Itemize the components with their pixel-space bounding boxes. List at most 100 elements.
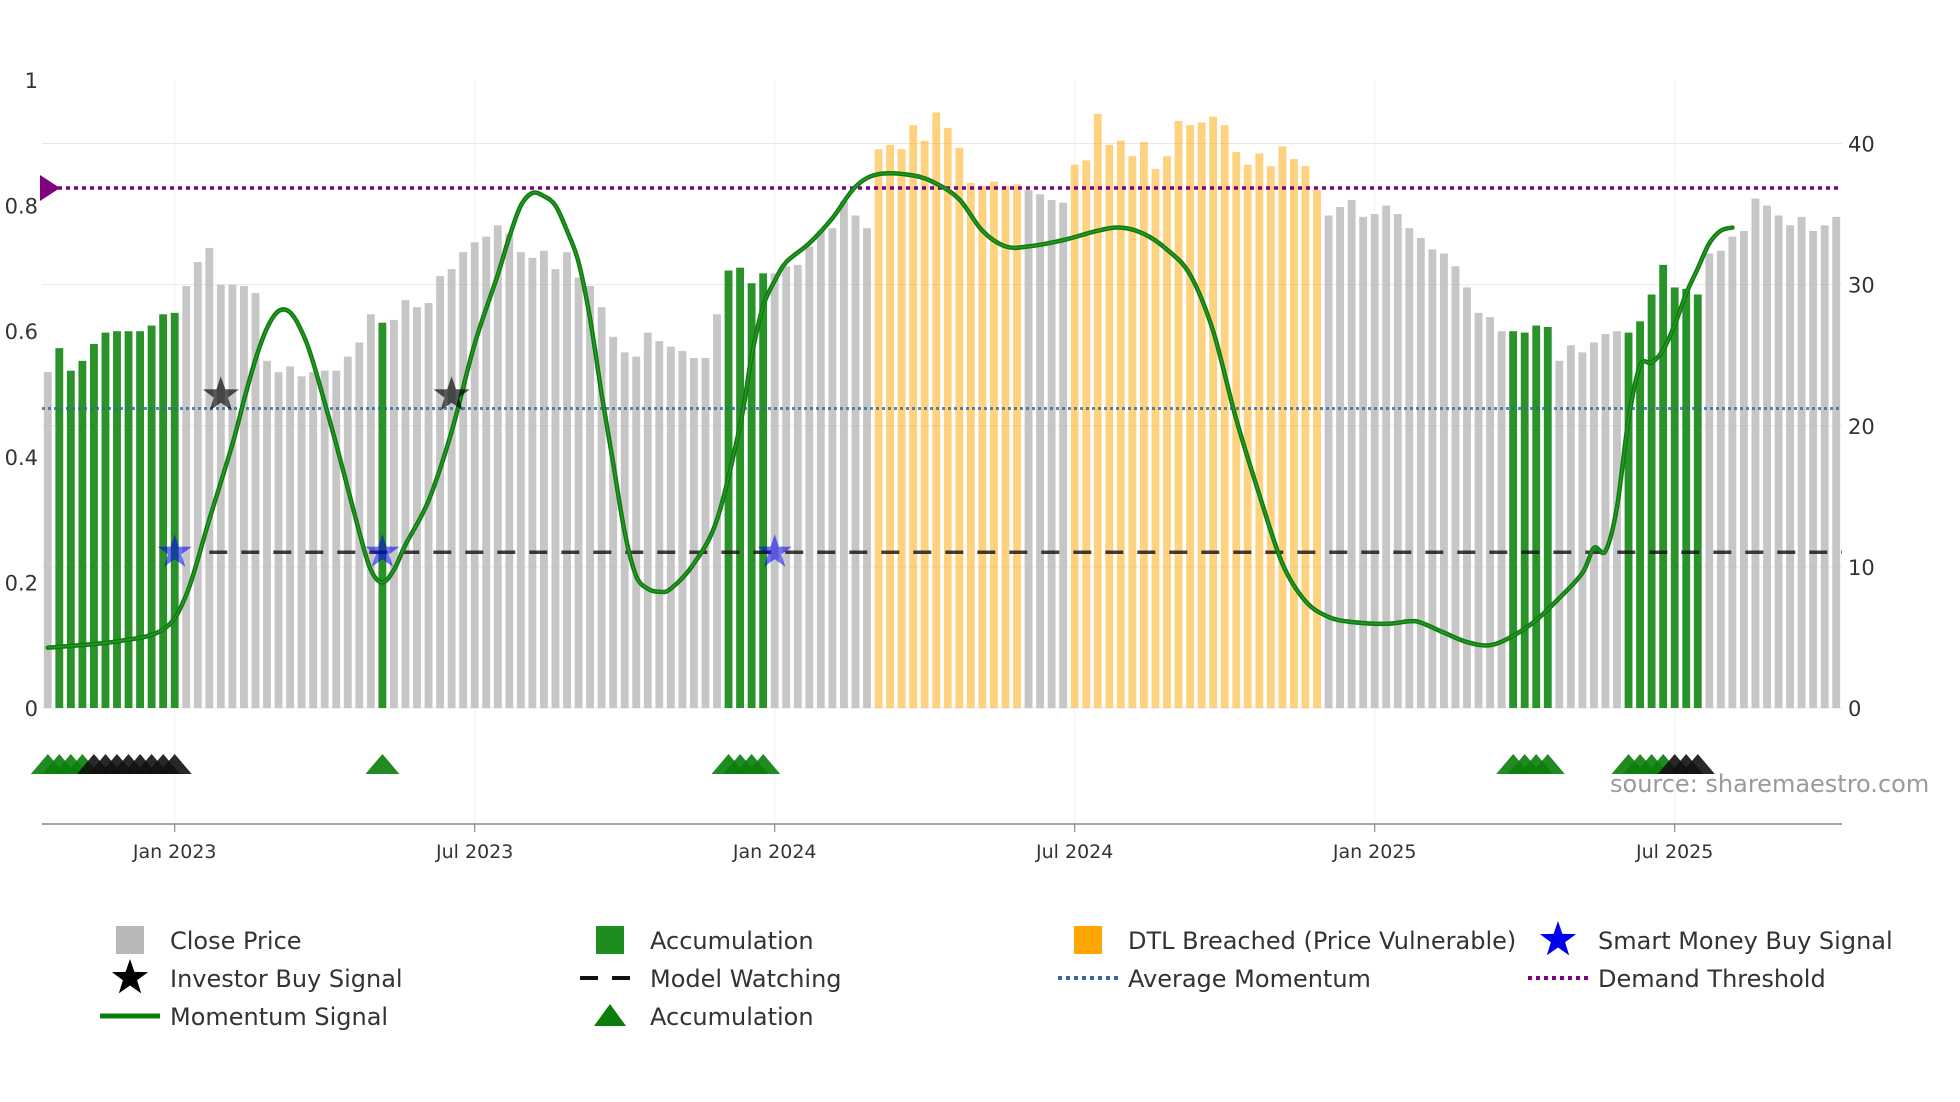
price-bar [1232,151,1241,709]
price-bar [909,125,918,708]
price-bar [736,267,744,708]
accumulation-triangle [746,754,781,774]
price-bar [586,286,594,708]
price-bar [447,269,456,708]
left-tick-label-4: 0.8 [5,195,38,219]
price-bar [666,346,675,708]
smart-money-buy-signal [757,534,792,567]
price-bar [159,314,168,708]
price-bar [1163,156,1171,708]
legend-label-dtl: DTL Breached (Price Vulnerable) [1128,927,1516,955]
price-bar [182,286,191,708]
price-bar [966,183,975,708]
right-tick-label-2: 20 [1848,415,1875,439]
x-tick-label-1: Jul 2023 [435,841,513,863]
price-bar [805,246,814,708]
legend-item-average_momentum: Average Momentum [1058,965,1371,993]
price-bar [551,269,560,708]
price-bar [655,341,664,708]
price-bar [1301,166,1310,709]
accumulation-triangle [1680,754,1715,774]
price-bar [1151,168,1160,708]
price-bar [1278,146,1287,708]
price-bar [136,331,144,708]
legend-triangle-icon [594,1004,626,1026]
price-bar [1670,287,1679,708]
legend-item-investor: Investor Buy Signal [111,959,403,994]
price-bar [90,343,98,708]
price-bar [1209,116,1218,708]
price-bar [1059,202,1068,708]
price-bar [1290,159,1298,708]
price-bar [1774,215,1783,709]
price-bar [1140,142,1148,709]
price-bar [1543,326,1552,708]
price-bar [678,350,687,708]
left-tick-label-1: 0.2 [5,571,38,595]
price-bar [1786,225,1794,709]
legend-item-demand_threshold: Demand Threshold [1528,965,1826,993]
price-bar [1809,231,1818,708]
price-bar [1763,205,1771,708]
legend-label-momentum: Momentum Signal [170,1003,388,1031]
price-bar [1024,190,1033,708]
price-bar [943,127,952,709]
price-bar [1659,264,1668,708]
price-bar [1451,266,1460,708]
price-bar [840,201,848,708]
x-tick-label-5: Jul 2025 [1635,841,1713,863]
right-tick-label-3: 30 [1848,274,1875,298]
price-bar [1186,125,1194,708]
momentum-signal-highlight [47,172,1733,649]
price-bar [193,262,202,708]
price-bars [43,112,1841,709]
legend-item-accumulation_marker: Accumulation [594,1003,814,1031]
price-bar [1082,160,1091,708]
legend-label-demand_threshold: Demand Threshold [1598,965,1826,993]
price-bar [632,356,641,708]
price-bar [1474,312,1483,708]
price-bar [78,360,87,708]
price-bar [101,332,110,708]
price-bar [516,252,525,709]
price-bar [1509,331,1518,708]
price-bar [505,233,514,708]
legend-label-accumulation_bar: Accumulation [650,927,814,955]
price-bar [701,358,710,708]
price-bar [863,228,871,708]
price-bar [309,372,318,708]
price-bar [1636,321,1644,708]
price-bar [1243,164,1252,709]
legend-item-dtl: DTL Breached (Price Vulnerable) [1074,926,1516,955]
price-bar [1070,164,1079,709]
price-bar [1682,288,1691,708]
price-bar [1336,207,1344,708]
legend-swatch-close_price [116,926,144,954]
price-bar [1359,216,1368,708]
x-tick-label-4: Jan 2025 [1332,841,1417,863]
price-bar [1116,140,1125,708]
price-bar [470,242,479,709]
price-bar [1820,225,1829,709]
accumulation-triangle [365,754,400,774]
price-bar [1716,250,1725,708]
price-bar [1347,199,1356,708]
momentum-signal-line [45,171,1735,650]
price-bar [124,331,133,708]
price-bar [1128,156,1137,708]
price-bar [1013,184,1021,708]
price-bar [932,112,941,708]
legend-label-close_price: Close Price [170,927,302,955]
price-bar [320,370,329,708]
price-bar [240,286,248,708]
price-bar [1751,198,1760,709]
price-bar [1647,294,1656,708]
price-bar [205,247,214,708]
price-bar [528,257,537,708]
right-tick-label-1: 10 [1848,556,1875,580]
price-bar [43,372,52,708]
smart-money-buy-signal [157,534,192,567]
price-bar [66,370,75,708]
left-tick-label-0: 0 [25,697,38,721]
price-bar [724,270,733,708]
